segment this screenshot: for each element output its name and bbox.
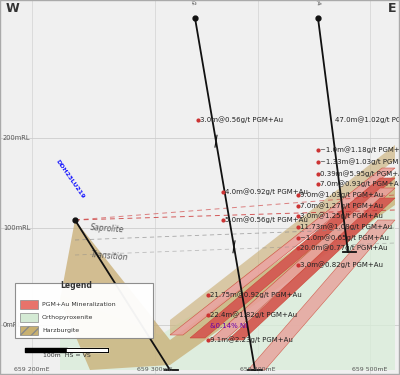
Text: W: W xyxy=(6,2,20,15)
Text: ~1.0m@1.18g/t PGM+Au: ~1.0m@1.18g/t PGM+Au xyxy=(320,147,400,153)
Text: 20.0m@0.77g/t PGM+Au: 20.0m@0.77g/t PGM+Au xyxy=(300,244,388,251)
Bar xyxy=(20,326,38,335)
Text: 9.0m@1.03g/t PGM+Au: 9.0m@1.03g/t PGM+Au xyxy=(300,192,383,198)
Text: Harzburgite: Harzburgite xyxy=(42,328,79,333)
Text: 7.0m@1.27g/t PGM+Au: 7.0m@1.27g/t PGM+Au xyxy=(300,202,383,209)
Text: 3.0m@0.82g/t PGM+Au: 3.0m@0.82g/t PGM+Au xyxy=(300,262,383,268)
Text: PPT-LUAN-FD0004: PPT-LUAN-FD0004 xyxy=(305,0,321,6)
FancyBboxPatch shape xyxy=(15,283,153,338)
Text: Legend: Legend xyxy=(60,281,92,290)
Polygon shape xyxy=(170,168,395,335)
Text: 3.0m@0.56g/t PGM+Au: 3.0m@0.56g/t PGM+Au xyxy=(200,117,283,123)
Text: PPT-LUAN-FD0002: PPT-LUAN-FD0002 xyxy=(180,0,196,6)
Polygon shape xyxy=(210,188,395,340)
Text: 22.4m@1.82g/t PGM+Au: 22.4m@1.82g/t PGM+Au xyxy=(210,312,297,318)
Polygon shape xyxy=(60,175,395,370)
Bar xyxy=(20,313,38,322)
Polygon shape xyxy=(60,190,395,370)
Text: 5.0m@0.56g/t PGM+Au: 5.0m@0.56g/t PGM+Au xyxy=(225,217,308,223)
Polygon shape xyxy=(170,145,395,335)
Text: ~1.33m@1.03g/t PGM+Au: ~1.33m@1.03g/t PGM+Au xyxy=(320,159,400,165)
Polygon shape xyxy=(228,198,395,340)
Text: 659 500mE: 659 500mE xyxy=(352,367,388,372)
Text: 659 300mE: 659 300mE xyxy=(137,367,173,372)
Text: 200mRL: 200mRL xyxy=(3,135,30,141)
Text: 0mRL: 0mRL xyxy=(3,322,22,328)
Text: 4.0m@0.92g/t PGM+Au: 4.0m@0.92g/t PGM+Au xyxy=(225,189,308,195)
Text: 100m  HS = VS: 100m HS = VS xyxy=(43,353,90,358)
Text: 0.39m@5.95g/t PGM+Au: 0.39m@5.95g/t PGM+Au xyxy=(320,171,400,177)
Text: 11.73m@1.08g/t PGM+Au: 11.73m@1.08g/t PGM+Au xyxy=(300,224,392,230)
Bar xyxy=(20,300,38,309)
Text: DDH23LU219: DDH23LU219 xyxy=(55,159,86,200)
Text: ~1.0m@0.65g/t PGM+Au: ~1.0m@0.65g/t PGM+Au xyxy=(300,235,389,242)
Text: 9.1m@2.23g/t PGM+Au: 9.1m@2.23g/t PGM+Au xyxy=(210,337,293,344)
Text: 3.0m@1.25g/t PGM+Au: 3.0m@1.25g/t PGM+Au xyxy=(300,213,383,219)
Text: 47.0m@1.02g/t PGM+Au: 47.0m@1.02g/t PGM+Au xyxy=(335,117,400,123)
Polygon shape xyxy=(248,220,395,370)
Text: 100mRL: 100mRL xyxy=(3,225,30,231)
Text: Orthopyroxenite: Orthopyroxenite xyxy=(42,315,93,320)
Text: 659 200mE: 659 200mE xyxy=(14,367,50,372)
Text: 7.0m@0.93g/t PGM+Au: 7.0m@0.93g/t PGM+Au xyxy=(320,181,400,188)
Text: &0.14% Ni: &0.14% Ni xyxy=(210,323,247,329)
Text: Transition: Transition xyxy=(90,250,128,262)
Text: 21.75m@0.92g/t PGM+Au: 21.75m@0.92g/t PGM+Au xyxy=(210,292,302,298)
Text: PGM+Au Mineralization: PGM+Au Mineralization xyxy=(42,302,116,307)
Text: E: E xyxy=(388,2,396,15)
Text: 659 400mE: 659 400mE xyxy=(240,367,276,372)
Text: Saprolite: Saprolite xyxy=(90,223,125,234)
Polygon shape xyxy=(190,178,395,338)
